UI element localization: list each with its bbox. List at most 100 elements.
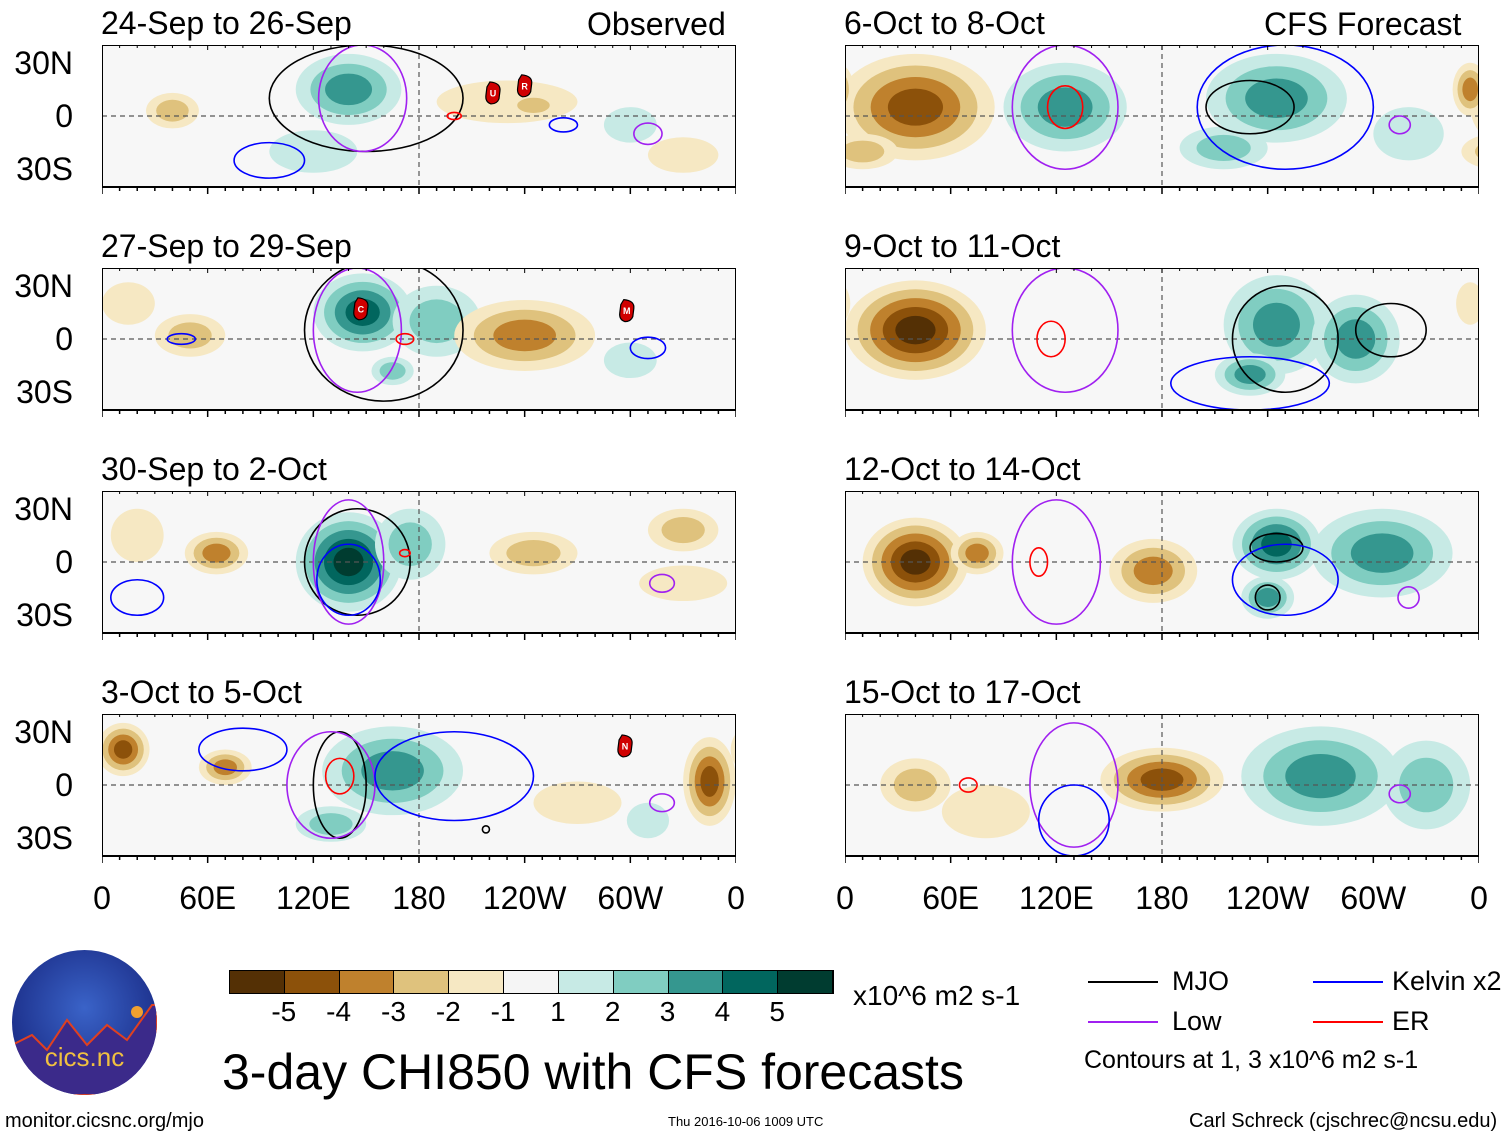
mjo-contour	[1249, 532, 1304, 563]
panel-title: 9-Oct to 11-Oct	[844, 228, 1061, 264]
kelvin-legend-line	[1313, 981, 1383, 983]
lat-label: 30N	[14, 45, 73, 81]
colorbar-swatch	[284, 971, 340, 993]
map-panel-5	[845, 45, 1479, 194]
kelvin-contour	[166, 332, 197, 346]
anomaly-blob	[893, 768, 938, 802]
lon-label: 120W	[482, 880, 567, 916]
lon-label: 0	[836, 880, 854, 916]
lon-label: 60W	[597, 880, 664, 916]
storm-label: C	[358, 304, 365, 314]
low-contour	[1011, 268, 1119, 394]
kelvin-contour	[233, 141, 306, 179]
map-panel-6	[845, 268, 1479, 417]
lon-label: 0	[1470, 880, 1488, 916]
anomaly-blob	[1456, 282, 1479, 325]
er-legend-label: ER	[1392, 1006, 1430, 1036]
low-contour	[648, 793, 676, 813]
er-contour	[1036, 320, 1066, 358]
anomaly-blob	[1037, 87, 1093, 127]
panel-title: 27-Sep to 29-Sep	[101, 228, 352, 264]
anomaly-blob	[887, 88, 944, 126]
lat-label: 0	[55, 767, 73, 803]
colorbar-tick-label: -5	[271, 996, 297, 1027]
logo-mountains	[12, 1004, 157, 1095]
anomaly-blob	[1350, 533, 1414, 573]
mjo-legend-line	[1088, 981, 1158, 983]
kelvin-contour	[1231, 543, 1339, 617]
anomaly-blob	[110, 508, 164, 562]
anomaly-blob	[845, 286, 851, 321]
anomaly-blob	[603, 342, 657, 379]
anomaly-blob	[1399, 757, 1454, 813]
panel-title: 3-Oct to 5-Oct	[101, 674, 302, 710]
source-url[interactable]: monitor.cicsnc.org/mjo	[5, 1110, 204, 1132]
anomaly-blob	[113, 740, 133, 759]
anomaly-blob	[517, 97, 550, 113]
low-legend-label: Low	[1172, 1006, 1222, 1036]
colorbar-tick-label: 3	[659, 996, 676, 1027]
lon-label: 60W	[1340, 880, 1407, 916]
colorbar-tick-label: 5	[769, 996, 785, 1027]
colorbar-tick-label: -3	[381, 996, 406, 1027]
panel-title: 24-Sep to 26-Sep	[101, 5, 352, 41]
panel-title: 6-Oct to 8-Oct	[844, 5, 1045, 41]
colorbar-tick-label: -2	[435, 996, 461, 1027]
anomaly-blob	[1245, 78, 1308, 118]
timestamp: Thu 2016-10-06 1009 UTC	[668, 1114, 824, 1129]
kelvin-legend-label: Kelvin x2	[1392, 966, 1502, 996]
kelvin-contour	[316, 543, 382, 617]
anomaly-blob	[603, 107, 657, 143]
colorbar-swatch	[778, 971, 833, 993]
anomaly-blob	[325, 73, 373, 106]
lat-label: 30S	[16, 151, 73, 187]
mjo-contour	[481, 825, 491, 834]
lon-label: 0	[93, 880, 111, 916]
anomaly-blob	[156, 99, 189, 122]
anomaly-blob	[309, 813, 353, 835]
kelvin-contour	[629, 336, 667, 360]
colorbar-swatch	[394, 971, 450, 993]
tropical-storm-icon: R	[516, 74, 533, 98]
anomaly-blob	[506, 540, 561, 567]
low-contour	[312, 268, 403, 394]
low-contour	[633, 122, 663, 146]
logo-text: cics.nc	[44, 1042, 125, 1072]
mjo-contour	[1231, 284, 1339, 394]
mjo-contour	[1354, 302, 1427, 358]
anomaly-blob	[1462, 77, 1479, 102]
observed-label: Observed	[587, 6, 726, 42]
er-legend-line	[1313, 1021, 1383, 1023]
anomaly-blob	[1373, 107, 1444, 161]
anomaly-blob	[1252, 302, 1300, 347]
map-panel-4: N	[102, 714, 736, 863]
map-panel-3	[102, 491, 736, 640]
lat-label: 0	[55, 321, 73, 357]
storm-label: R	[521, 81, 528, 91]
low-contour	[1388, 115, 1412, 135]
kelvin-contour	[374, 730, 535, 822]
author: Carl Schreck (cjschrec@ncsu.edu)	[1189, 1110, 1498, 1132]
map-panel-8	[845, 714, 1479, 863]
low-contour	[1388, 784, 1412, 804]
anomaly-blob	[409, 299, 464, 344]
lat-label: 30S	[16, 374, 73, 410]
low-contour	[1397, 586, 1420, 609]
colorbar-swatch	[613, 971, 669, 993]
cics-logo: cics.nc	[12, 950, 157, 1095]
colorbar-tick-label: -4	[326, 996, 352, 1027]
storm-label: M	[623, 306, 631, 316]
tropical-storm-icon: N	[617, 734, 633, 758]
anomaly-blob	[533, 781, 622, 825]
er-contour	[398, 548, 411, 558]
anomaly-blob	[941, 785, 1030, 839]
low-contour	[1029, 722, 1119, 848]
anomaly-blob	[202, 543, 231, 563]
contour-note: Contours at 1, 3 x10^6 m2 s-1	[1084, 1046, 1419, 1074]
anomaly-blob	[900, 549, 931, 575]
er-contour	[1029, 546, 1049, 577]
colorbar-tick-label: 2	[604, 996, 621, 1027]
anomaly-blob	[730, 733, 736, 766]
lon-label: 180	[392, 880, 446, 916]
tropical-storm-icon: U	[485, 81, 501, 105]
